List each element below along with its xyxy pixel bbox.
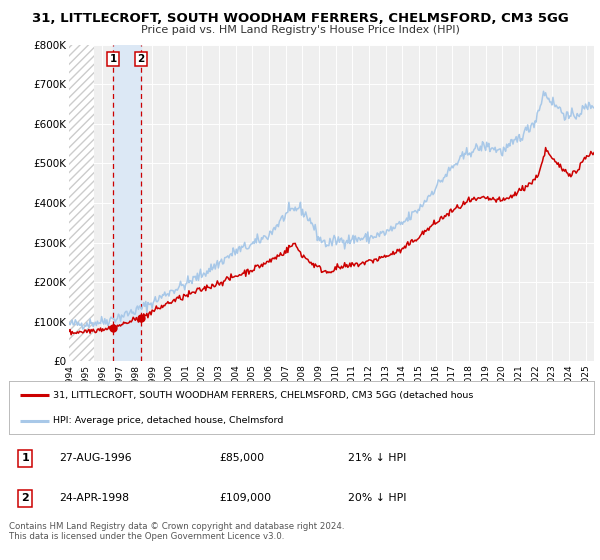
Text: 2: 2	[22, 493, 29, 503]
Text: 1: 1	[22, 454, 29, 464]
Text: 31, LITTLECROFT, SOUTH WOODHAM FERRERS, CHELMSFORD, CM3 5GG (detached hous: 31, LITTLECROFT, SOUTH WOODHAM FERRERS, …	[53, 391, 473, 400]
Text: 20% ↓ HPI: 20% ↓ HPI	[348, 493, 407, 503]
Text: 31, LITTLECROFT, SOUTH WOODHAM FERRERS, CHELMSFORD, CM3 5GG: 31, LITTLECROFT, SOUTH WOODHAM FERRERS, …	[32, 12, 568, 25]
Text: This data is licensed under the Open Government Licence v3.0.: This data is licensed under the Open Gov…	[9, 532, 284, 541]
Text: 21% ↓ HPI: 21% ↓ HPI	[348, 454, 407, 464]
Text: HPI: Average price, detached house, Chelmsford: HPI: Average price, detached house, Chel…	[53, 416, 283, 425]
Bar	[113, 45, 141, 361]
Text: £85,000: £85,000	[220, 454, 265, 464]
Text: 2: 2	[137, 54, 145, 64]
Text: 1: 1	[110, 54, 117, 64]
Bar	[69, 45, 94, 361]
Text: Price paid vs. HM Land Registry's House Price Index (HPI): Price paid vs. HM Land Registry's House …	[140, 25, 460, 35]
Text: Contains HM Land Registry data © Crown copyright and database right 2024.: Contains HM Land Registry data © Crown c…	[9, 522, 344, 531]
Text: 27-AUG-1996: 27-AUG-1996	[59, 454, 131, 464]
Text: 24-APR-1998: 24-APR-1998	[59, 493, 129, 503]
Text: £109,000: £109,000	[220, 493, 272, 503]
